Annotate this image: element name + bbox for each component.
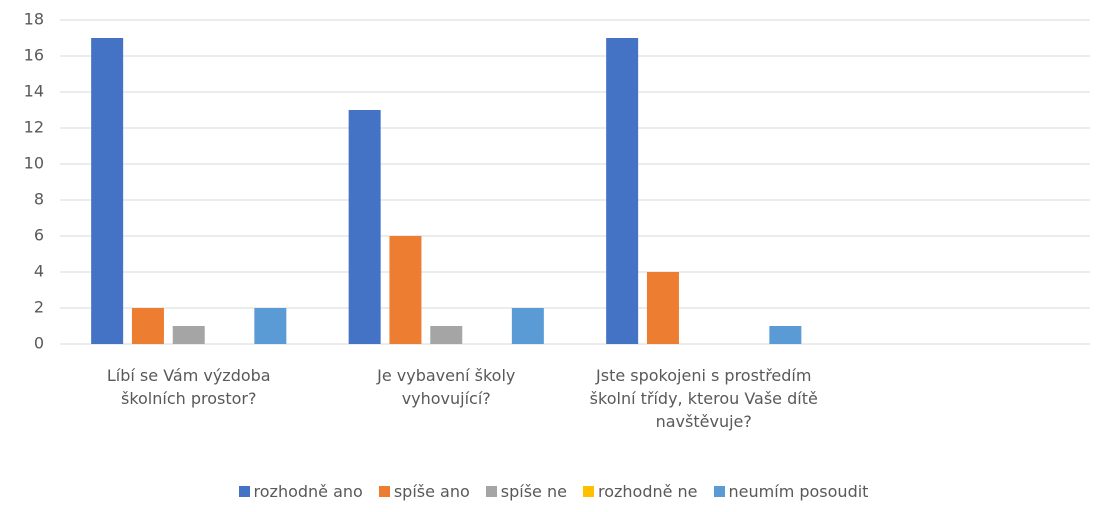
y-tick-label: 0 (34, 334, 44, 353)
bar (646, 272, 679, 344)
bar (172, 326, 205, 344)
legend-label: spíše ano (393, 482, 470, 501)
bar (511, 308, 544, 344)
bar (389, 236, 422, 344)
y-tick-label: 12 (24, 118, 44, 137)
legend-swatch (713, 486, 725, 497)
bar (254, 308, 287, 344)
legend-item: spíše ne (485, 482, 567, 501)
bar (131, 308, 164, 344)
bar (769, 326, 802, 344)
x-tick-label: Líbí se Vám výzdoba školních prostor? (106, 366, 271, 408)
legend-item: rozhodně ne (582, 482, 698, 501)
bar (91, 38, 124, 344)
y-tick-label: 2 (34, 298, 44, 317)
bar (348, 110, 381, 344)
bar (606, 38, 639, 344)
x-tick-label: Je vybavení školy vyhovující? (377, 366, 516, 408)
y-tick-label: 16 (24, 46, 44, 65)
legend-swatch (582, 486, 594, 497)
legend-swatch (238, 486, 250, 497)
bar (430, 326, 463, 344)
legend: rozhodně ano spíše ano spíše ne rozhodně ne… (0, 482, 1107, 501)
legend-label: neumím posoudit (728, 482, 869, 501)
y-tick-label: 8 (34, 190, 44, 209)
legend-item: neumím posoudit (713, 482, 869, 501)
legend-item: rozhodně ano (238, 482, 363, 501)
x-tick-label: Jste spokojeni s prostředím školní třídy… (589, 366, 818, 431)
legend-swatch (485, 486, 497, 497)
y-tick-label: 10 (24, 154, 44, 173)
y-tick-label: 4 (34, 262, 44, 281)
legend-swatch (378, 486, 390, 497)
y-tick-label: 6 (34, 226, 44, 245)
y-tick-label: 14 (24, 82, 44, 101)
legend-label: spíše ne (500, 482, 567, 501)
legend-label: rozhodně ne (597, 482, 698, 501)
legend-item: spíše ano (378, 482, 470, 501)
y-tick-label: 18 (24, 10, 44, 29)
legend-label: rozhodně ano (253, 482, 363, 501)
